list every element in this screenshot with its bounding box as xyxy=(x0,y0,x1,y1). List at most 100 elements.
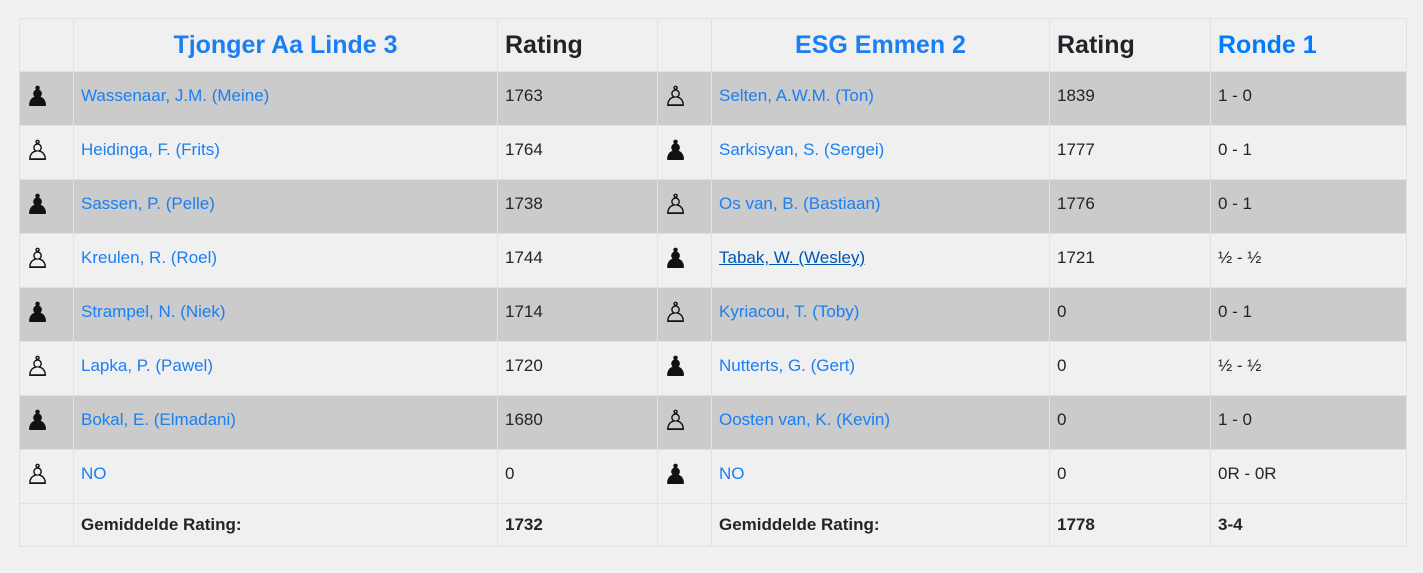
away-player-link[interactable]: Nutterts, G. (Gert) xyxy=(719,356,856,375)
away-player-link[interactable]: Kyriacou, T. (Toby) xyxy=(719,302,860,321)
home-player-link[interactable]: Sassen, P. (Pelle) xyxy=(81,194,215,213)
table-row: ♙ Lapka, P. (Pawel) 1720 ♟ Nutterts, G. (Ger… xyxy=(19,341,1407,396)
home-player-link[interactable]: Heidinga, F. (Frits) xyxy=(81,140,220,159)
header-empty xyxy=(19,18,74,72)
black-pawn-icon: ♟ xyxy=(663,458,689,491)
game-result: ½ - ½ xyxy=(1210,233,1407,288)
footer-row: Gemiddelde Rating: 1732 Gemiddelde Ratin… xyxy=(19,503,1407,547)
game-result: 1 - 0 xyxy=(1210,71,1407,126)
white-pawn-icon: ♙ xyxy=(663,296,689,329)
home-team-header: Tjonger Aa Linde 3 xyxy=(73,18,498,72)
black-pawn-icon: ♟ xyxy=(663,350,689,383)
home-player-cell: Sassen, P. (Pelle) xyxy=(73,179,498,234)
home-player-cell: Lapka, P. (Pawel) xyxy=(73,341,498,396)
home-color-cell: ♙ xyxy=(19,125,74,180)
game-result: 0 - 1 xyxy=(1210,179,1407,234)
away-rating: 1777 xyxy=(1049,125,1211,180)
home-rating: 1763 xyxy=(497,71,658,126)
round-header: Ronde 1 xyxy=(1210,18,1407,72)
home-color-cell: ♟ xyxy=(19,179,74,234)
away-rating: 0 xyxy=(1049,341,1211,396)
away-team-link[interactable]: ESG Emmen 2 xyxy=(795,30,966,59)
home-color-cell: ♙ xyxy=(19,341,74,396)
away-player-cell: Nutterts, G. (Gert) xyxy=(711,341,1050,396)
home-team-link[interactable]: Tjonger Aa Linde 3 xyxy=(173,30,398,59)
away-rating: 0 xyxy=(1049,449,1211,504)
black-pawn-icon: ♟ xyxy=(663,134,689,167)
away-color-cell: ♟ xyxy=(657,341,712,396)
header-row: Tjonger Aa Linde 3 Rating ESG Emmen 2 Ra… xyxy=(19,18,1407,72)
home-rating: 1714 xyxy=(497,287,658,342)
home-avg-label: Gemiddelde Rating: xyxy=(73,503,498,547)
home-rating: 1738 xyxy=(497,179,658,234)
away-player-cell: Kyriacou, T. (Toby) xyxy=(711,287,1050,342)
away-player-link[interactable]: Tabak, W. (Wesley) xyxy=(719,248,866,267)
black-pawn-icon: ♟ xyxy=(25,404,51,437)
table-row: ♙ NO 0 ♟ NO 0 0R - 0R xyxy=(19,449,1407,504)
away-player-link[interactable]: Sarkisyan, S. (Sergei) xyxy=(719,140,885,159)
home-player-cell: Wassenaar, J.M. (Meine) xyxy=(73,71,498,126)
away-player-cell: Sarkisyan, S. (Sergei) xyxy=(711,125,1050,180)
home-rating: 0 xyxy=(497,449,658,504)
home-player-cell: Heidinga, F. (Frits) xyxy=(73,125,498,180)
table-row: ♟ Wassenaar, J.M. (Meine) 1763 ♙ Selten, A.W… xyxy=(19,71,1407,126)
table-row: ♟ Strampel, N. (Niek) 1714 ♙ Kyriacou, T. (T… xyxy=(19,287,1407,342)
home-avg-rating: 1732 xyxy=(497,503,658,547)
away-avg-label: Gemiddelde Rating: xyxy=(711,503,1050,547)
away-team-header: ESG Emmen 2 xyxy=(711,18,1050,72)
away-color-cell: ♙ xyxy=(657,395,712,450)
table-row: ♟ Sassen, P. (Pelle) 1738 ♙ Os van, B. (Bast… xyxy=(19,179,1407,234)
home-player-link[interactable]: Strampel, N. (Niek) xyxy=(81,302,226,321)
table-row: ♙ Heidinga, F. (Frits) 1764 ♟ Sarkisyan, S. … xyxy=(19,125,1407,180)
away-player-cell: NO xyxy=(711,449,1050,504)
white-pawn-icon: ♙ xyxy=(663,404,689,437)
home-color-cell: ♟ xyxy=(19,71,74,126)
white-pawn-icon: ♙ xyxy=(25,350,51,383)
away-player-link[interactable]: Selten, A.W.M. (Ton) xyxy=(719,86,874,105)
away-rating: 0 xyxy=(1049,395,1211,450)
home-rating: 1744 xyxy=(497,233,658,288)
away-player-cell: Tabak, W. (Wesley) xyxy=(711,233,1050,288)
home-player-link[interactable]: Kreulen, R. (Roel) xyxy=(81,248,218,267)
game-result: 0 - 1 xyxy=(1210,125,1407,180)
home-player-link[interactable]: Lapka, P. (Pawel) xyxy=(81,356,213,375)
black-pawn-icon: ♟ xyxy=(25,296,51,329)
match-table: Tjonger Aa Linde 3 Rating ESG Emmen 2 Ra… xyxy=(19,18,1407,547)
footer-empty xyxy=(657,503,712,547)
away-color-cell: ♟ xyxy=(657,233,712,288)
game-result: 0 - 1 xyxy=(1210,287,1407,342)
game-result: 0R - 0R xyxy=(1210,449,1407,504)
round-link[interactable]: Ronde 1 xyxy=(1218,30,1317,59)
away-avg-rating: 1778 xyxy=(1049,503,1211,547)
table-row: ♟ Bokal, E. (Elmadani) 1680 ♙ Oosten van, K.… xyxy=(19,395,1407,450)
home-rating-header: Rating xyxy=(497,18,658,72)
away-player-cell: Oosten van, K. (Kevin) xyxy=(711,395,1050,450)
home-player-cell: NO xyxy=(73,449,498,504)
away-color-cell: ♟ xyxy=(657,449,712,504)
away-player-cell: Os van, B. (Bastiaan) xyxy=(711,179,1050,234)
footer-empty xyxy=(19,503,74,547)
home-player-link[interactable]: NO xyxy=(81,464,107,483)
table-row: ♙ Kreulen, R. (Roel) 1744 ♟ Tabak, W. (Wesle… xyxy=(19,233,1407,288)
home-player-cell: Kreulen, R. (Roel) xyxy=(73,233,498,288)
away-player-link[interactable]: Os van, B. (Bastiaan) xyxy=(719,194,881,213)
home-color-cell: ♙ xyxy=(19,233,74,288)
game-result: ½ - ½ xyxy=(1210,341,1407,396)
header-empty xyxy=(657,18,712,72)
game-result: 1 - 0 xyxy=(1210,395,1407,450)
home-player-link[interactable]: Wassenaar, J.M. (Meine) xyxy=(81,86,270,105)
black-pawn-icon: ♟ xyxy=(25,188,51,221)
away-rating: 1721 xyxy=(1049,233,1211,288)
away-color-cell: ♙ xyxy=(657,71,712,126)
white-pawn-icon: ♙ xyxy=(25,134,51,167)
home-player-link[interactable]: Bokal, E. (Elmadani) xyxy=(81,410,236,429)
away-player-link[interactable]: NO xyxy=(719,464,745,483)
away-player-link[interactable]: Oosten van, K. (Kevin) xyxy=(719,410,891,429)
home-color-cell: ♟ xyxy=(19,287,74,342)
white-pawn-icon: ♙ xyxy=(663,188,689,221)
home-rating: 1764 xyxy=(497,125,658,180)
white-pawn-icon: ♙ xyxy=(25,242,51,275)
white-pawn-icon: ♙ xyxy=(25,458,51,491)
match-total: 3-4 xyxy=(1210,503,1407,547)
black-pawn-icon: ♟ xyxy=(663,242,689,275)
